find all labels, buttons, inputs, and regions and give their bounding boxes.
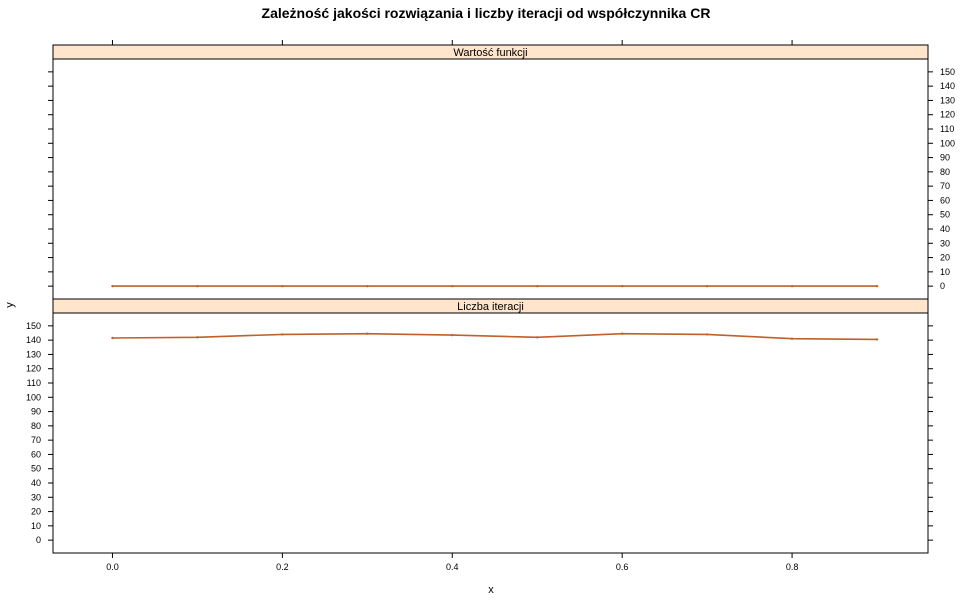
strip-label-1: Wartość funkcji	[453, 47, 527, 59]
data-point	[536, 336, 539, 339]
data-point	[196, 284, 199, 288]
y-tick-label: 120	[940, 110, 955, 120]
y-tick-label: 110	[27, 378, 41, 388]
y-tick-label: 40	[940, 224, 950, 234]
x-tick-label: 0.4	[446, 562, 459, 572]
y-tick-label: 100	[940, 138, 955, 148]
y-tick-label: 30	[940, 238, 950, 248]
data-point	[620, 284, 624, 288]
y-tick-label: 60	[31, 449, 41, 459]
panel-frame-1	[52, 44, 929, 300]
y-tick-label: 100	[26, 392, 41, 402]
y-tick-label: 0	[36, 535, 41, 545]
data-point	[196, 336, 199, 339]
y-tick-label: 110	[940, 124, 954, 134]
data-point	[875, 338, 879, 341]
x-axis-label: x	[488, 584, 494, 596]
y-tick-label: 70	[940, 181, 950, 191]
chart-title: Zależność jakości rozwiązania i liczby i…	[262, 5, 711, 21]
plot-layer: Wartość funkcji0102030405060708090100110…	[26, 40, 955, 572]
x-tick-label: 0.2	[276, 562, 289, 572]
y-tick-label: 0	[940, 281, 945, 291]
y-tick-label: 70	[31, 435, 41, 445]
y-axis-label: y	[4, 302, 16, 308]
data-point	[790, 284, 794, 288]
y-tick-label: 50	[940, 210, 950, 220]
data-point	[111, 284, 114, 288]
x-tick-label: 0.6	[616, 562, 629, 572]
y-tick-label: 10	[940, 267, 950, 277]
data-point	[366, 332, 369, 335]
data-point	[620, 332, 624, 335]
y-tick-label: 80	[31, 421, 41, 431]
series-line-2	[112, 332, 878, 341]
y-tick-label: 130	[26, 349, 41, 359]
y-tick-label: 140	[940, 81, 955, 91]
y-tick-label: 10	[31, 521, 41, 531]
data-point	[875, 284, 879, 288]
strip-label-2: Liczba iteracji	[457, 301, 524, 313]
y-tick-label: 90	[31, 407, 41, 417]
y-tick-label: 20	[31, 507, 41, 517]
x-tick-label: 0.0	[106, 562, 119, 572]
y-tick-label: 40	[31, 478, 41, 488]
y-tick-label: 50	[31, 464, 41, 474]
data-point	[111, 336, 114, 340]
data-point	[790, 337, 794, 340]
data-point	[536, 284, 539, 288]
data-point	[281, 333, 284, 336]
data-point	[705, 284, 709, 288]
y-tick-label: 20	[940, 253, 950, 263]
y-tick-label: 150	[940, 67, 955, 77]
data-point	[281, 284, 284, 288]
y-tick-label: 150	[26, 321, 41, 331]
data-point	[451, 333, 454, 337]
x-tick-label: 0.8	[786, 562, 799, 572]
data-point	[366, 284, 369, 288]
y-tick-label: 130	[940, 95, 955, 105]
y-tick-label: 90	[940, 153, 950, 163]
y-tick-label: 120	[26, 364, 41, 374]
data-point	[705, 333, 709, 336]
y-tick-label: 30	[31, 492, 41, 502]
data-point	[451, 284, 454, 288]
y-tick-label: 60	[940, 195, 950, 205]
y-tick-label: 140	[26, 335, 41, 345]
y-tick-label: 80	[940, 167, 950, 177]
